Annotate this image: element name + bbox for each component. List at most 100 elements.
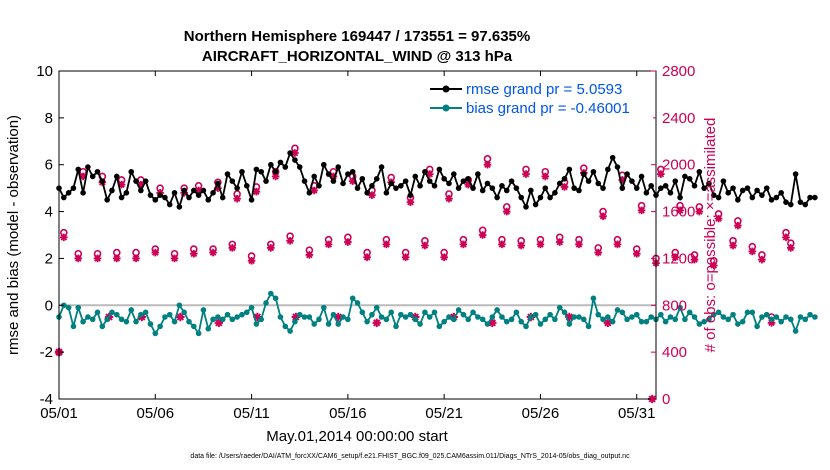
rmse-point	[475, 171, 481, 177]
obs-assimilated-point	[782, 234, 790, 242]
bias-point	[360, 310, 366, 316]
data-file-footnote: data file: /Users/raeder/DAI/ATM_forcXX/…	[190, 453, 630, 460]
bias-point	[263, 300, 269, 306]
bias-point	[66, 305, 72, 311]
y-right-tick-label: 0	[662, 391, 670, 408]
bias-point	[355, 300, 361, 306]
bias-point	[249, 305, 255, 311]
bias-point	[802, 317, 808, 323]
bias-point	[470, 310, 476, 316]
bias-point	[591, 295, 597, 301]
rmse-point	[374, 176, 380, 182]
rmse-point	[186, 195, 192, 201]
rmse-point	[494, 195, 500, 201]
rmse-point	[812, 195, 818, 201]
legend-bias-marker	[443, 105, 450, 112]
rmse-point	[302, 178, 308, 184]
x-tick-label: 05/06	[137, 405, 175, 422]
x-tick-label: 05/31	[618, 405, 656, 422]
rmse-point	[465, 176, 471, 182]
rmse-point	[668, 190, 674, 196]
bias-point	[619, 310, 625, 316]
obs-assimilated-point	[758, 256, 766, 264]
x-tick-label: 05/26	[522, 405, 560, 422]
rmse-point	[417, 183, 423, 189]
rmse-point	[619, 185, 625, 191]
rmse-point	[360, 176, 366, 182]
rmse-point	[393, 185, 399, 191]
rmse-point	[634, 185, 640, 191]
rmse-point	[514, 185, 520, 191]
bias-point	[725, 317, 731, 323]
bias-point	[754, 324, 760, 330]
bias-point	[90, 317, 96, 323]
bias-point	[528, 314, 534, 320]
bias-point	[475, 314, 481, 320]
y-right-tick-label: 2400	[662, 110, 695, 127]
bias-point	[379, 314, 385, 320]
rmse-point	[778, 190, 784, 196]
bias-point	[364, 319, 370, 325]
rmse-point	[335, 164, 341, 170]
bias-point	[422, 310, 428, 316]
y-right-tick-label: 800	[662, 297, 687, 314]
bias-point	[610, 319, 616, 325]
y-tick-label: -4	[40, 391, 53, 408]
rmse-point	[273, 169, 279, 175]
rmse-point	[225, 171, 231, 177]
rmse-point	[441, 176, 447, 182]
rmse-point	[528, 188, 534, 194]
rmse-point	[793, 171, 799, 177]
obs-assimilated-point	[60, 234, 68, 242]
obs-assimilated-point	[267, 244, 275, 252]
bias-point	[278, 314, 284, 320]
rmse-point	[605, 167, 611, 173]
bias-point	[172, 319, 178, 325]
bias-point	[345, 317, 351, 323]
bias-point	[302, 314, 308, 320]
bias-point	[230, 317, 236, 323]
rmse-point	[648, 183, 654, 189]
bias-point	[514, 310, 520, 316]
bias-point	[629, 314, 635, 320]
rmse-point	[201, 188, 207, 194]
rmse-point	[398, 183, 404, 189]
bias-point	[307, 314, 313, 320]
rmse-point	[586, 178, 592, 184]
bias-point	[417, 321, 423, 327]
bias-point	[759, 314, 765, 320]
x-tick-label: 05/16	[329, 405, 367, 422]
bias-point	[682, 317, 688, 323]
rmse-point	[682, 174, 688, 180]
bias-point	[605, 314, 611, 320]
rmse-point	[798, 199, 804, 205]
bias-point	[268, 291, 274, 297]
obs-assimilated-point	[171, 255, 179, 263]
obs-assimilated-point	[748, 248, 756, 256]
x-tick-label: 05/11	[233, 405, 269, 422]
rmse-point	[71, 185, 77, 191]
bias-point	[143, 310, 149, 316]
rmse-point	[282, 164, 288, 170]
rmse-point	[581, 171, 587, 177]
rmse-point	[104, 197, 110, 203]
obs-assimilated-point	[190, 250, 198, 258]
bias-point	[456, 307, 462, 313]
rmse-point	[162, 195, 168, 201]
rmse-point	[340, 181, 346, 187]
obs-assimilated-point	[594, 249, 602, 257]
bias-point	[311, 321, 317, 327]
rmse-point	[157, 192, 163, 198]
bias-point	[292, 319, 298, 325]
bias-point	[504, 319, 510, 325]
bias-point	[552, 317, 558, 323]
obs-extra-point	[373, 319, 381, 327]
bias-point	[788, 317, 794, 323]
bias-point	[793, 328, 799, 334]
bias-point	[369, 312, 375, 318]
bias-point	[581, 317, 587, 323]
bias-point	[210, 317, 216, 323]
obs-assimilated-point	[229, 244, 237, 252]
bias-point	[124, 319, 130, 325]
bias-point	[403, 314, 409, 320]
